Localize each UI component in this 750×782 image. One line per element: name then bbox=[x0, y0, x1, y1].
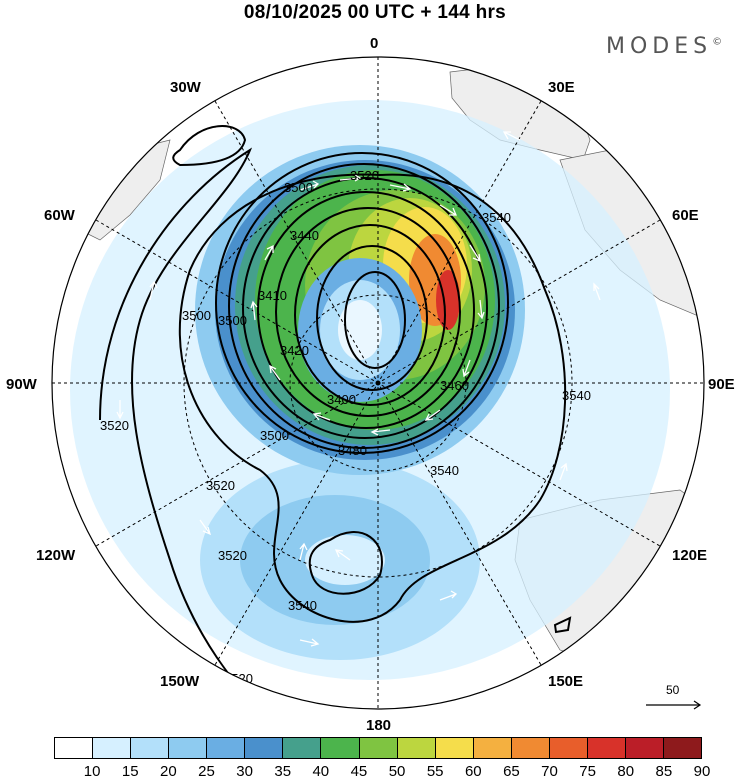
lon-label: 120E bbox=[672, 547, 707, 564]
wind-vectors bbox=[116, 89, 601, 647]
contour-label: 3410 bbox=[258, 288, 287, 303]
colorbar-label: 70 bbox=[541, 763, 558, 780]
colorbar-cell bbox=[664, 738, 702, 758]
colorbar-cell bbox=[625, 738, 664, 758]
colorbar-cell bbox=[397, 738, 436, 758]
lon-label: 180 bbox=[366, 717, 391, 730]
colorbar-cell bbox=[435, 738, 474, 758]
colorbar-cell bbox=[283, 738, 322, 758]
contour-label: 3460 bbox=[440, 378, 469, 393]
colorbar-label: 10 bbox=[83, 763, 101, 780]
colorbar-label: 15 bbox=[121, 763, 139, 780]
colorbar-cell bbox=[473, 738, 512, 758]
colorbar-label: 35 bbox=[274, 763, 292, 780]
lon-label: 60W bbox=[44, 207, 76, 224]
lon-label: 150E bbox=[548, 673, 583, 690]
contour-label: 3540 bbox=[562, 388, 591, 403]
contour-label: 3520 bbox=[100, 418, 129, 433]
colorbar-label: 40 bbox=[312, 763, 330, 780]
colorbar-cell bbox=[207, 738, 246, 758]
colorbar-cell bbox=[549, 738, 588, 758]
brand-logo: MODES© bbox=[606, 34, 722, 59]
contour-label: 3540 bbox=[288, 598, 317, 613]
contour-label: 3520 bbox=[206, 478, 235, 493]
contour-label: 3500 bbox=[182, 308, 211, 323]
colorbar-cell bbox=[359, 738, 398, 758]
contour-label: 3540 bbox=[430, 463, 459, 478]
contour-label: 3400 bbox=[327, 392, 356, 407]
colorbar-cell bbox=[93, 738, 132, 758]
contour-label: 3440 bbox=[290, 228, 319, 243]
colorbar-cell bbox=[321, 738, 360, 758]
lon-label: 120W bbox=[36, 547, 76, 564]
colorbar-label: 25 bbox=[198, 763, 215, 780]
reference-vector-label: 50 bbox=[666, 683, 680, 697]
height-contours bbox=[99, 125, 572, 709]
colorbar-label: 20 bbox=[160, 763, 177, 780]
longitude-labels: 0 30E 60E 90E 120E 150E 180 150W 120W 90… bbox=[6, 35, 735, 730]
lon-label: 30W bbox=[170, 79, 202, 96]
colorbar-label: 50 bbox=[388, 763, 406, 780]
colorbar-cell bbox=[55, 738, 94, 758]
colorbar-cell bbox=[511, 738, 550, 758]
map-boundary bbox=[51, 56, 705, 710]
colorbar-label: 75 bbox=[579, 763, 596, 780]
colorbar-cell bbox=[587, 738, 626, 758]
colorbar-label: 60 bbox=[464, 763, 482, 780]
lon-label: 90E bbox=[708, 376, 735, 393]
colorbar-cell bbox=[131, 738, 170, 758]
contour-label: 3500 bbox=[218, 313, 247, 328]
polar-map: 3520 3500 3440 3540 3410 3500 3500 3420 … bbox=[6, 35, 735, 730]
colorbar-label: 80 bbox=[617, 763, 635, 780]
contour-label: 3540 bbox=[482, 210, 511, 225]
map-title: 08/10/2025 00 UTC + 144 hrs bbox=[243, 2, 507, 23]
reference-vector: 50 bbox=[644, 683, 704, 713]
colorbar-label: 90 bbox=[693, 763, 711, 780]
colorbar-label: 85 bbox=[655, 763, 673, 780]
lon-label: 150W bbox=[160, 673, 200, 690]
colorbar-labels: 10 15 20 25 30 35 40 45 50 55 60 65 70 75 80 85 90 bbox=[54, 763, 711, 781]
colorbar-label: 30 bbox=[236, 763, 253, 780]
colorbar-label: 65 bbox=[503, 763, 520, 780]
lon-label: 30E bbox=[548, 79, 575, 96]
contour-labels: 3520 3500 3440 3540 3410 3500 3500 3420 … bbox=[100, 168, 591, 686]
colorbar bbox=[54, 737, 702, 759]
lon-label: 60E bbox=[672, 207, 699, 224]
contour-label: 3420 bbox=[280, 343, 309, 358]
lon-label: 90W bbox=[6, 376, 38, 393]
contour-label: 3520 bbox=[350, 168, 379, 183]
contour-label: 3500 bbox=[260, 428, 289, 443]
brand-text: MODES bbox=[606, 34, 713, 59]
map-disk: 3520 3500 3440 3540 3410 3500 3500 3420 … bbox=[52, 57, 704, 709]
colorbar-label: 55 bbox=[426, 763, 444, 780]
colorbar-cell bbox=[169, 738, 208, 758]
contour-label: 3520 bbox=[218, 548, 247, 563]
pole-marker bbox=[375, 380, 381, 386]
lon-label: 0 bbox=[370, 35, 378, 52]
contour-label: 3500 bbox=[284, 180, 313, 195]
colorbar-label: 45 bbox=[350, 763, 368, 780]
reference-arrow-icon bbox=[646, 700, 702, 710]
brand-mark: © bbox=[712, 36, 723, 48]
contour-label: 3480 bbox=[338, 443, 367, 458]
colorbar-cell bbox=[245, 738, 284, 758]
